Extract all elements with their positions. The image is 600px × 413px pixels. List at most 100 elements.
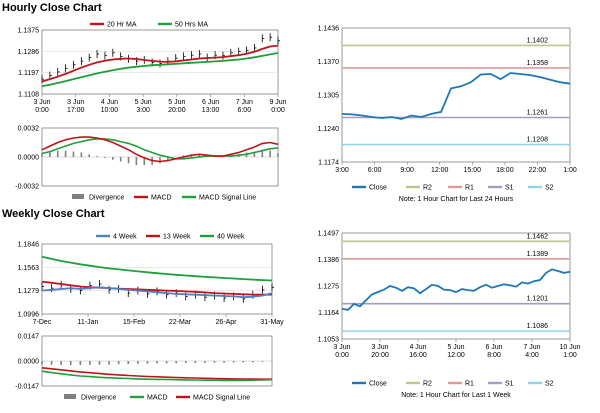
hourly-price-x-tick: 9 Jun — [269, 99, 286, 106]
level-label-r2: 1.1462 — [527, 233, 549, 240]
hourly-signal-line — [41, 138, 279, 160]
y-tick-label: 1.1240 — [318, 126, 340, 133]
hourly-pivot-x-tick: 15:00 — [464, 167, 482, 174]
y-tick-label: 1.1305 — [318, 93, 340, 100]
y-tick-label: 1.1497 — [318, 231, 340, 238]
weekly-pivot-x-tick: 16:00 — [409, 352, 427, 359]
hourly-legend-divergence: Divergence — [89, 195, 125, 202]
hourly-price-x-tick: 0:00 — [35, 107, 49, 114]
weekly-pivot-x-tick: 0:00 — [335, 352, 349, 359]
weekly-legend-r1: R1 — [465, 381, 474, 388]
y-tick-label: 0.0032 — [18, 126, 40, 133]
hourly-price-x-tick: 0:00 — [271, 107, 285, 114]
weekly-pivot-note: Note: 1 Hour Chart for Last 1 Week — [401, 392, 511, 399]
y-tick-label: 1.1108 — [18, 92, 39, 99]
weekly-legend-close: Close — [369, 381, 387, 388]
hourly-legend-signal: MACD Signal Line — [199, 195, 256, 202]
weekly-legend-divergence-swatch — [64, 394, 76, 399]
hourly-pivot-x-tick: 6:00 — [368, 167, 382, 174]
y-tick-label: 1.1279 — [18, 288, 40, 295]
level-label-r1: 1.1389 — [527, 251, 549, 258]
level-label-s2: 1.1208 — [527, 137, 549, 144]
hourly-price-x-tick: 6:00 — [237, 107, 251, 114]
hourly-macd-line — [41, 136, 279, 163]
weekly-legend-s2: S2 — [545, 381, 554, 388]
hourly-legend-s1: S1 — [505, 185, 514, 192]
hourly-pivot-frame — [341, 27, 571, 163]
weekly-pivot-x-tick: 6 Jun — [485, 344, 502, 351]
hourly-price-x-tick: 17:00 — [67, 107, 85, 114]
y-tick-label: 1.1563 — [18, 265, 40, 272]
weekly-legend-4wk: 4 Week — [113, 234, 137, 241]
weekly-pivot-frame — [341, 232, 571, 340]
weekly-legend-divergence: Divergence — [81, 395, 117, 402]
y-tick-label: 1.1386 — [318, 257, 340, 264]
hourly-price-x-tick: 20:00 — [168, 107, 186, 114]
weekly-4wk-line — [41, 286, 273, 299]
weekly-signal-line — [41, 367, 272, 381]
weekly-close-line — [341, 268, 571, 311]
y-tick-label: 1.1174 — [318, 160, 339, 167]
hourly-price-x-tick: 4 Jun — [101, 99, 118, 106]
y-tick-label: 1.1275 — [318, 284, 340, 291]
weekly-pivot-x-tick: 10 Jun — [559, 344, 580, 351]
weekly-pivot-x-tick: 5 Jun — [447, 344, 464, 351]
hourly-legend-close: Close — [369, 185, 387, 192]
hourly-pivot-x-tick: 3:00 — [335, 167, 349, 174]
y-tick-label: 1.1375 — [18, 28, 40, 35]
weekly-pivot-x-tick: 8:00 — [487, 352, 501, 359]
y-tick-label: -0.0032 — [15, 184, 39, 191]
y-tick-label: 0.0000 — [18, 359, 40, 366]
level-label-r1: 1.1358 — [527, 60, 549, 67]
hourly-pivot-note: Note: 1 Hour Chart for Last 24 Hours — [399, 196, 514, 203]
weekly-price-x-tick: 26-Apr — [215, 319, 237, 326]
weekly-pivot-x-tick: 4:00 — [525, 352, 539, 359]
hourly-price-x-tick: 7 Jun — [236, 99, 253, 106]
hourly-legend-divergence-swatch — [72, 194, 84, 199]
hourly-pivot-x-tick: 9:00 — [400, 167, 414, 174]
hourly-pivot-x-tick: 12:00 — [431, 167, 449, 174]
hourly-legend-macd: MACD — [151, 195, 172, 202]
hourly-price-x-tick: 3 Jun — [33, 99, 50, 106]
weekly-price-x-tick: 7-Dec — [33, 319, 52, 326]
hourly-section-title: Hourly Close Chart — [2, 2, 102, 14]
weekly-legend-s1: S1 — [505, 381, 514, 388]
level-label-s1: 1.1261 — [527, 110, 549, 117]
weekly-pivot-x-tick: 20:00 — [371, 352, 389, 359]
y-tick-label: 1.1053 — [318, 337, 340, 344]
weekly-legend-r2: R2 — [423, 381, 432, 388]
weekly-price-x-tick: 11-Jan — [78, 319, 99, 326]
y-tick-label: -0.0147 — [15, 384, 39, 391]
y-tick-label: 0.0147 — [18, 334, 40, 341]
weekly-section-title: Weekly Close Chart — [2, 208, 105, 220]
hourly-price-x-tick: 3 Jun — [67, 99, 84, 106]
y-tick-label: 1.1846 — [18, 242, 40, 249]
level-label-s1: 1.1201 — [527, 296, 549, 303]
hourly-legend-r2: R2 — [423, 185, 432, 192]
y-tick-label: 1.1164 — [318, 310, 339, 317]
hourly-ma20-line — [41, 44, 279, 83]
hourly-pivot-x-tick: 1:00 — [563, 167, 577, 174]
hourly-legend-ma20: 20 Hr MA — [107, 22, 137, 29]
weekly-legend-13wk: 13 Week — [163, 234, 191, 241]
hourly-price-x-tick: 5 Jun — [135, 99, 152, 106]
y-tick-label: 1.1370 — [318, 59, 340, 66]
hourly-pivot-x-tick: 22:00 — [529, 167, 547, 174]
weekly-legend-40wk: 40 Week — [217, 234, 245, 241]
y-tick-label: 1.1286 — [18, 49, 40, 56]
weekly-pivot-x-tick: 12:00 — [447, 352, 465, 359]
hourly-ma50-line — [41, 52, 279, 88]
level-label-r2: 1.1402 — [527, 37, 549, 44]
hourly-price-x-tick: 10:00 — [101, 107, 119, 114]
weekly-pivot-x-tick: 3 Jun — [371, 344, 388, 351]
weekly-pivot-x-tick: 3 Jun — [333, 344, 350, 351]
weekly-pivot-x-tick: 1:00 — [563, 352, 577, 359]
hourly-pivot-x-tick: 18:00 — [496, 167, 514, 174]
weekly-legend-signal: MACD Signal Line — [193, 395, 250, 402]
hourly-price-x-tick: 3:00 — [136, 107, 150, 114]
y-tick-label: 1.1197 — [18, 70, 39, 77]
hourly-price-x-tick: 6 Jun — [202, 99, 219, 106]
level-label-s2: 1.1086 — [527, 323, 549, 330]
weekly-13wk-line — [41, 280, 273, 296]
weekly-price-x-tick: 15-Feb — [123, 319, 145, 326]
